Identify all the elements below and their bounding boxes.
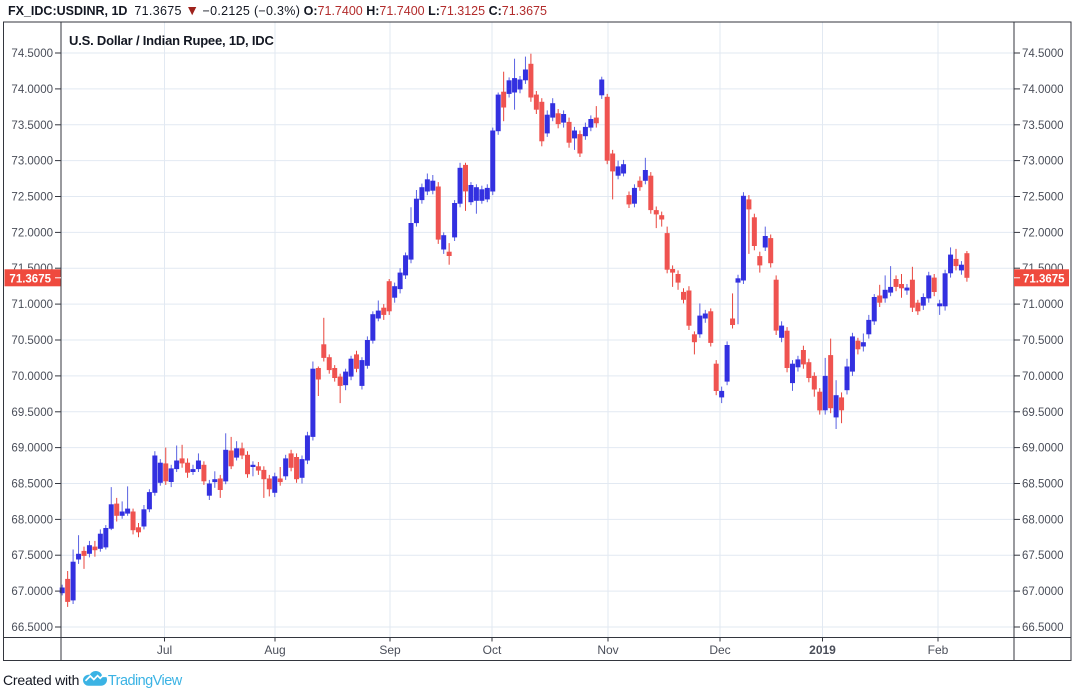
svg-text:73.0000: 73.0000 bbox=[11, 156, 53, 168]
svg-text:68.0000: 68.0000 bbox=[1022, 514, 1064, 526]
svg-text:Aug: Aug bbox=[264, 643, 285, 657]
svg-text:67.0000: 67.0000 bbox=[11, 586, 53, 598]
svg-text:66.5000: 66.5000 bbox=[11, 622, 53, 634]
svg-text:68.5000: 68.5000 bbox=[11, 479, 53, 491]
svg-text:Oct: Oct bbox=[483, 643, 502, 657]
svg-text:Jul: Jul bbox=[157, 643, 172, 657]
svg-text:72.0000: 72.0000 bbox=[1022, 227, 1064, 239]
svg-text:Dec: Dec bbox=[709, 643, 730, 657]
svg-text:70.0000: 70.0000 bbox=[11, 371, 53, 383]
svg-text:69.5000: 69.5000 bbox=[11, 407, 53, 419]
svg-text:74.5000: 74.5000 bbox=[11, 48, 53, 60]
svg-text:U.S. Dollar / Indian Rupee, 1D: U.S. Dollar / Indian Rupee, 1D, IDC bbox=[69, 33, 274, 48]
svg-text:74.5000: 74.5000 bbox=[1022, 48, 1064, 60]
svg-text:Nov: Nov bbox=[597, 643, 618, 657]
svg-text:73.5000: 73.5000 bbox=[1022, 120, 1064, 132]
svg-text:72.5000: 72.5000 bbox=[1022, 192, 1064, 204]
svg-text:74.0000: 74.0000 bbox=[11, 84, 53, 96]
svg-text:71.3675: 71.3675 bbox=[9, 273, 51, 285]
svg-text:Feb: Feb bbox=[928, 643, 949, 657]
svg-text:2019: 2019 bbox=[809, 643, 836, 657]
svg-text:73.0000: 73.0000 bbox=[1022, 156, 1064, 168]
svg-text:72.5000: 72.5000 bbox=[11, 192, 53, 204]
svg-text:Sep: Sep bbox=[379, 643, 401, 657]
svg-text:72.0000: 72.0000 bbox=[11, 227, 53, 239]
svg-text:69.0000: 69.0000 bbox=[1022, 443, 1064, 455]
svg-text:66.5000: 66.5000 bbox=[1022, 622, 1064, 634]
svg-text:67.0000: 67.0000 bbox=[1022, 586, 1064, 598]
svg-text:70.5000: 70.5000 bbox=[1022, 335, 1064, 347]
svg-text:68.0000: 68.0000 bbox=[11, 514, 53, 526]
svg-text:70.0000: 70.0000 bbox=[1022, 371, 1064, 383]
svg-text:71.0000: 71.0000 bbox=[1022, 299, 1064, 311]
svg-text:67.5000: 67.5000 bbox=[1022, 550, 1064, 562]
svg-text:70.5000: 70.5000 bbox=[11, 335, 53, 347]
svg-text:71.3675: 71.3675 bbox=[1023, 273, 1065, 285]
svg-text:71.0000: 71.0000 bbox=[11, 299, 53, 311]
svg-text:67.5000: 67.5000 bbox=[11, 550, 53, 562]
svg-text:68.5000: 68.5000 bbox=[1022, 479, 1064, 491]
svg-text:69.5000: 69.5000 bbox=[1022, 407, 1064, 419]
svg-text:73.5000: 73.5000 bbox=[11, 120, 53, 132]
svg-text:69.0000: 69.0000 bbox=[11, 443, 53, 455]
svg-text:74.0000: 74.0000 bbox=[1022, 84, 1064, 96]
